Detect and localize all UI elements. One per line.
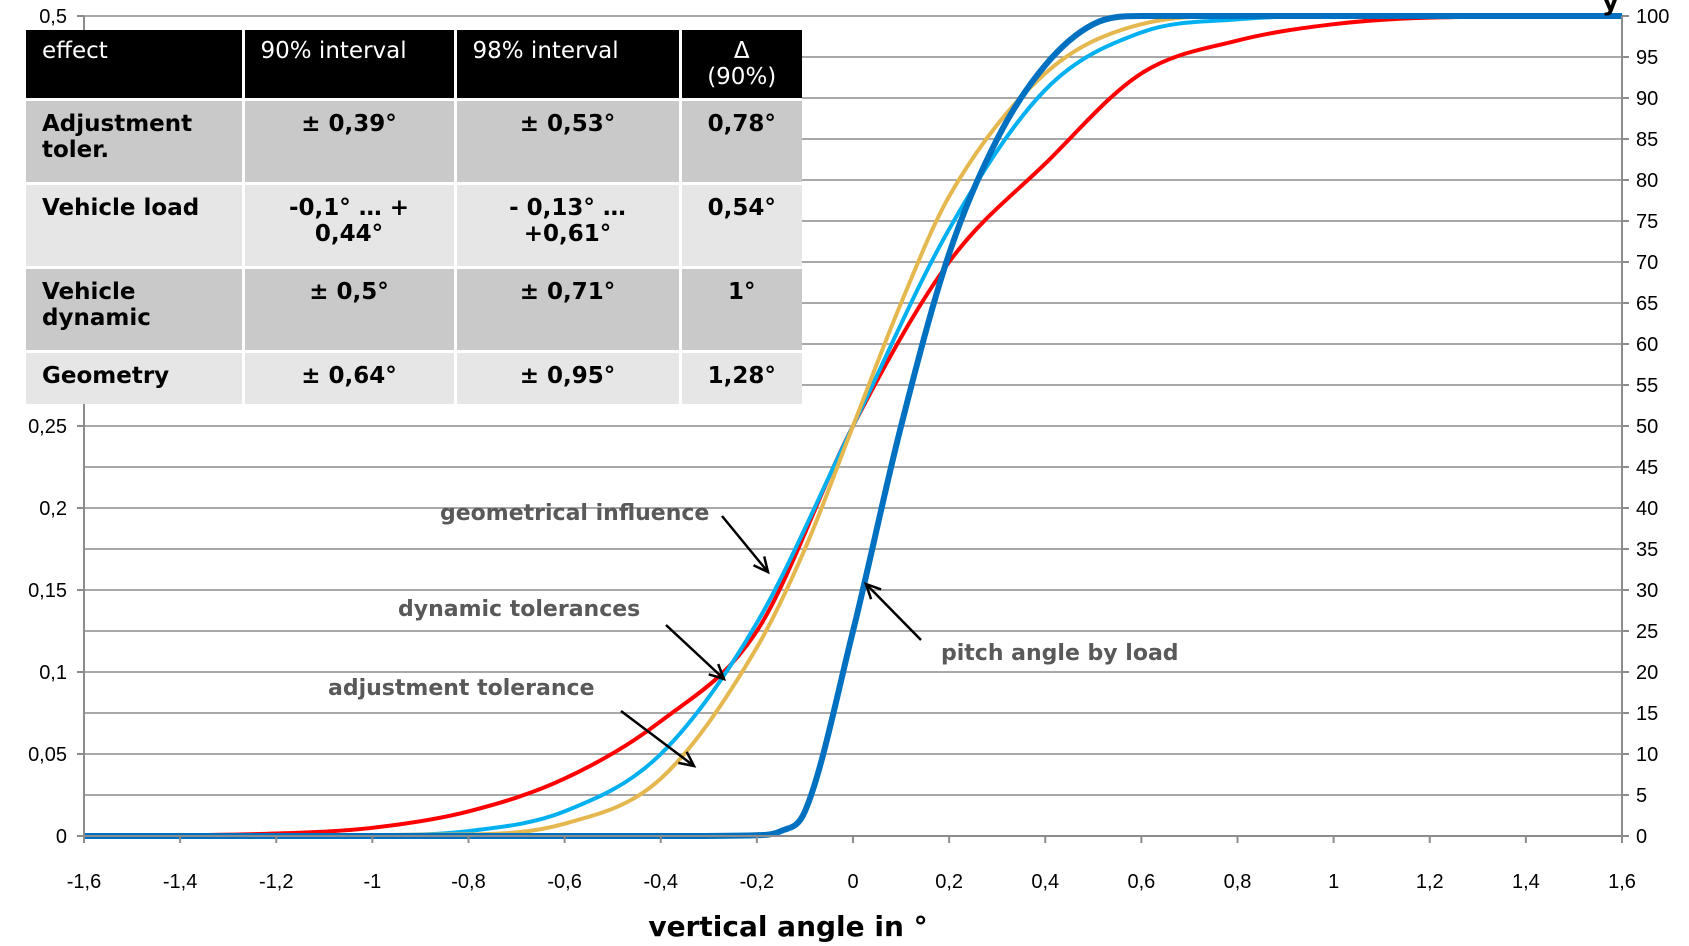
right-tick-label: 65 [1636,293,1658,315]
cell-98: - 0,13° … +0,61° [455,182,682,268]
right-tick-label: 45 [1636,457,1658,479]
arrow-adjustment-tolerance [620,710,697,768]
x-axis-ticks: -1,6 -1,4 -1,2 -1 -0,8 -0,6 -0,4 -0,2 0 0,2 0,4 0,6… [67,836,1636,893]
cell-effect: Geometry [26,350,245,404]
arrow-geometrical-influence [721,515,770,575]
annotation-geometrical-influence: geometrical influence [440,501,709,526]
cell-90: ± 0,64° [243,350,457,404]
header-delta-90: Δ (90%) [680,30,802,100]
right-axis-ticks: 0 5 10 15 20 25 30 35 40 45 50 55 60 65 70 75 80 85 90 95 10… [1622,6,1669,848]
x-tick-label: -0,8 [451,871,485,893]
table-row: Adjustment toler. ± 0,39° ± 0,53° 0,78° [26,98,802,184]
left-tick-label: 0,2 [39,498,67,520]
cell-98: ± 0,71° [455,266,682,352]
cell-delta: 0,78° [680,98,802,184]
right-tick-label: 60 [1636,334,1658,356]
right-tick-label: 10 [1636,744,1658,766]
x-tick-label: -1,4 [163,871,197,893]
cell-98: ± 0,53° [455,98,682,184]
right-tick-label: 5 [1636,785,1647,807]
tolerance-table: effect 90% interval 98% interval Δ (90%)… [26,30,802,404]
x-tick-label: 1,6 [1608,871,1636,893]
left-tick-label: 0,05 [28,744,67,766]
right-tick-label: 55 [1636,375,1658,397]
x-tick-label: 0,6 [1127,871,1155,893]
header-effect: effect [26,30,245,100]
x-tick-label: 0,4 [1031,871,1059,893]
x-tick-label: -0,2 [740,871,774,893]
cell-90: -0,1° … + 0,44° [243,182,457,268]
cell-delta: 1,28° [680,350,802,404]
x-tick-label: 0,2 [935,871,963,893]
right-tick-label: 100 [1636,6,1669,28]
x-tick-label: 0 [847,871,858,893]
left-tick-label: 0,25 [28,416,67,438]
x-axis-title: vertical angle in ° [648,910,927,943]
x-tick-label: 1,4 [1512,871,1540,893]
arrow-dynamic-tolerances [665,624,727,681]
annotations: geometrical influence dynamic tolerances… [328,501,1179,701]
left-tick-label: 0,5 [39,6,67,28]
right-tick-label: 75 [1636,211,1658,233]
cell-delta: 1° [680,266,802,352]
table-row: Vehicle load -0,1° … + 0,44° - 0,13° … +… [26,182,802,268]
right-tick-label: 80 [1636,170,1658,192]
cell-effect: Vehicle dynamic [26,266,245,352]
cell-90: ± 0,39° [243,98,457,184]
x-tick-label: 1 [1328,871,1339,893]
x-tick-label: 1,2 [1416,871,1444,893]
cell-98: ± 0,95° [455,350,682,404]
right-tick-label: 35 [1636,539,1658,561]
right-tick-label: 30 [1636,580,1658,602]
right-tick-label: 95 [1636,47,1658,69]
table-header-row: effect 90% interval 98% interval Δ (90%) [26,30,802,100]
arrow-pitch-angle-by-load [863,581,922,641]
annotation-adjustment-tolerance: adjustment tolerance [328,676,595,701]
header-90-interval: 90% interval [243,30,457,100]
clipped-axis-title-fragment: y [1602,0,1619,17]
right-tick-label: 0 [1636,826,1647,848]
annotation-arrows [620,515,922,768]
left-axis-ticks: 00,050,10,150,20,25000,5 [28,6,84,848]
annotation-pitch-angle-by-load: pitch angle by load [941,641,1179,666]
x-tick-label: -1,2 [259,871,293,893]
x-tick-label: -0,4 [644,871,678,893]
x-tick-label: 0,8 [1224,871,1252,893]
right-tick-label: 25 [1636,621,1658,643]
x-tick-label: -0,6 [547,871,581,893]
table-row: Vehicle dynamic ± 0,5° ± 0,71° 1° [26,266,802,352]
right-tick-label: 90 [1636,88,1658,110]
right-tick-label: 85 [1636,129,1658,151]
cell-effect: Vehicle load [26,182,245,268]
right-tick-label: 70 [1636,252,1658,274]
left-tick-label: 0,15 [28,580,67,602]
annotation-dynamic-tolerances: dynamic tolerances [398,597,640,622]
x-tick-label: -1 [363,871,381,893]
left-tick-label: 0 [56,826,67,848]
cell-delta: 0,54° [680,182,802,268]
table-row: Geometry ± 0,64° ± 0,95° 1,28° [26,350,802,404]
cell-90: ± 0,5° [243,266,457,352]
right-tick-label: 20 [1636,662,1658,684]
header-98-interval: 98% interval [455,30,682,100]
right-tick-label: 50 [1636,416,1658,438]
x-tick-label: -1,6 [67,871,101,893]
left-tick-label: 0,1 [39,662,67,684]
right-tick-label: 40 [1636,498,1658,520]
right-tick-label: 15 [1636,703,1658,725]
cell-effect: Adjustment toler. [26,98,245,184]
